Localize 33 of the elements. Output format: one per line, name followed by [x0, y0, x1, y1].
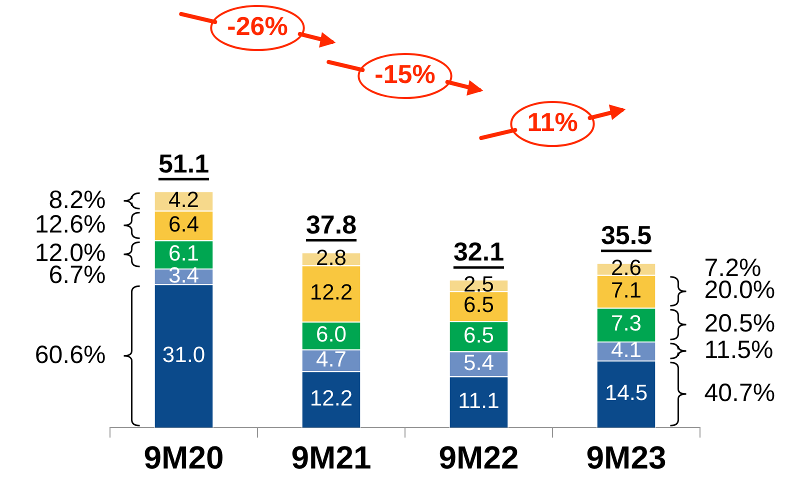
- data-label: 5.4: [463, 350, 494, 375]
- x-tick-label: 9M22: [438, 440, 519, 476]
- text: -26%: [227, 11, 288, 42]
- text: -15%: [374, 59, 436, 90]
- data-label: 12.2: [310, 279, 353, 304]
- x-tick-label: 9M20: [144, 440, 224, 476]
- x-tick-label: 9M21: [291, 440, 372, 476]
- data-label: 12.2: [310, 385, 353, 410]
- data-label: 6.5: [463, 322, 494, 348]
- data-label: 11.1: [458, 388, 500, 413]
- data-label: 4.2: [168, 186, 200, 212]
- data-label: 4.1: [610, 337, 642, 362]
- total-label: 32.1: [453, 236, 504, 267]
- data-label: 7.3: [610, 310, 642, 336]
- text: 11.5%: [704, 336, 774, 364]
- data-label: 31.0: [162, 342, 206, 367]
- data-label: 6.1: [168, 240, 200, 266]
- total-label: 51.1: [158, 148, 210, 178]
- x-tick-label: 9M23: [586, 440, 666, 476]
- text: 40.7%: [704, 378, 776, 407]
- text: 20.5%: [704, 310, 776, 338]
- text: 11%: [527, 107, 578, 138]
- data-label: 14.5: [604, 380, 648, 406]
- text: 60.6%: [34, 340, 106, 369]
- total-label: 37.8: [306, 209, 357, 240]
- data-label: 6.4: [168, 211, 200, 236]
- total-label: 35.5: [600, 220, 652, 250]
- data-label: 7.1: [610, 277, 642, 302]
- text: 6.7%: [48, 261, 106, 290]
- data-label: 2.6: [610, 254, 642, 280]
- data-label: 4.7: [316, 346, 347, 372]
- data-label: 6.0: [316, 322, 347, 347]
- data-label: 2.8: [316, 244, 347, 270]
